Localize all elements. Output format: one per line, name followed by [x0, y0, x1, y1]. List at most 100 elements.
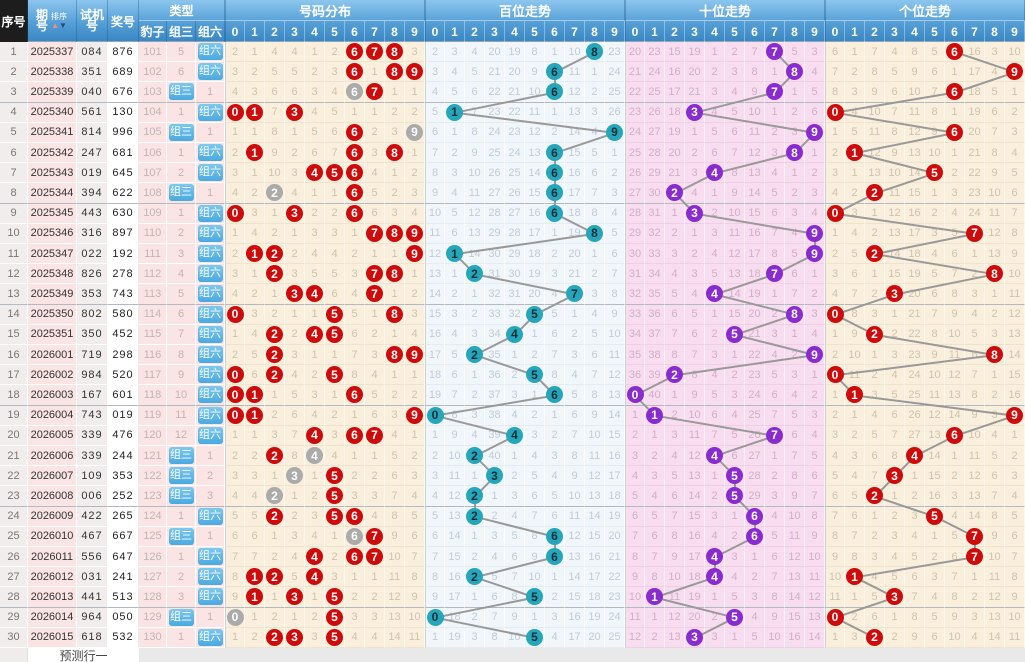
bai-cell: 13	[605, 385, 625, 406]
seq-cell: 6	[0, 143, 28, 164]
ge-cell: 7	[925, 304, 945, 325]
ge-cell: 2	[985, 304, 1005, 325]
period-cell: 2025341	[28, 122, 77, 143]
fen-cell: 8	[405, 567, 425, 588]
shi-cell: 1	[745, 547, 765, 568]
bai-cell: 6	[425, 526, 445, 547]
bai-cell: 8	[425, 163, 445, 184]
fen-cell: 1	[345, 223, 365, 244]
ge-cell: 4	[865, 567, 885, 588]
bai-cell: 1	[445, 264, 465, 285]
bai-cell: 2	[465, 567, 485, 588]
bai-cell: 19	[525, 264, 545, 285]
type-badge-zu6: 组六	[197, 568, 223, 586]
test-cell: 422	[77, 506, 108, 527]
shi-cell: 35	[645, 284, 665, 305]
col-header-prize: 奖号	[108, 0, 139, 42]
type-badge-zu6: 组六	[197, 426, 223, 444]
type-badge-zu6: 组六	[197, 628, 223, 646]
shi-cell: 11	[725, 223, 745, 244]
shi-cell: 15	[725, 304, 745, 325]
period-cell: 2026008	[28, 486, 77, 507]
sort-asc-icon[interactable]: ▲	[51, 21, 59, 30]
shi-cell: 6	[765, 203, 785, 224]
table-header: 序号 期号 排序 ▲▼ 试机号 奖号 类型 豹子 组三 组六 号码分布 百位走势…	[0, 0, 1025, 42]
bai-cell: 36	[485, 365, 505, 386]
ge-cell: 2	[865, 223, 885, 244]
zu3-cell: 组三	[167, 486, 196, 507]
shi-cell: 4	[705, 567, 725, 588]
ge-cell: 1	[825, 324, 845, 345]
fen-cell: 0	[225, 385, 245, 406]
ge-cell: 16	[1005, 385, 1025, 406]
bai-cell: 5	[445, 345, 465, 366]
ge-cell: 9	[945, 607, 965, 628]
fen-cell: 7	[365, 264, 385, 285]
ge-cell: 3	[965, 284, 985, 305]
bai-cell: 35	[485, 345, 505, 366]
fen-cell: 6	[405, 526, 425, 547]
bai-cell: 9	[465, 143, 485, 164]
fen-cell: 1	[245, 607, 265, 628]
sort-control[interactable]: 排序 ▲▼	[50, 12, 68, 30]
bai-cell: 1	[445, 244, 465, 265]
hit-circle: 4	[306, 164, 323, 182]
fen-cell: 1	[245, 42, 265, 63]
bai-cell: 4	[545, 284, 565, 305]
ge-cell: 22	[905, 324, 925, 345]
hit-circle: 7	[766, 43, 783, 61]
hit-circle: 5	[326, 305, 343, 323]
bai-cell: 2	[505, 365, 525, 386]
bai-cell: 24	[485, 122, 505, 143]
bai-cell: 1	[465, 365, 485, 386]
fen-cell: 3	[225, 163, 245, 184]
shi-cell: 5	[725, 607, 745, 628]
shi-cell: 1	[725, 345, 745, 366]
bai-cell: 2	[545, 122, 565, 143]
shi-cell: 2	[665, 223, 685, 244]
fen-cell: 2	[265, 264, 285, 285]
prize-cell: 667	[108, 526, 139, 547]
ge-cell: 8	[845, 304, 865, 325]
ge-cell: 13	[965, 486, 985, 507]
ge-cell: 18	[905, 244, 925, 265]
digit-col-header: 0	[225, 21, 245, 42]
sort-desc-icon[interactable]: ▼	[59, 21, 67, 30]
shi-cell: 3	[745, 587, 765, 608]
digit-col-header: 3	[285, 21, 305, 42]
bai-cell: 4	[465, 42, 485, 63]
ge-cell: 3	[845, 627, 865, 648]
shi-cell: 7	[765, 425, 785, 446]
ge-cell: 20	[905, 284, 925, 305]
ge-cell: 5	[845, 244, 865, 265]
ge-cell: 1	[865, 264, 885, 285]
ge-cell: 1	[825, 627, 845, 648]
shi-cell: 19	[665, 122, 685, 143]
fen-cell: 6	[345, 82, 365, 103]
fen-cell: 3	[245, 304, 265, 325]
zu6-cell: 1	[196, 526, 225, 547]
hit-circle: 4	[706, 568, 723, 586]
bai-cell: 13	[445, 506, 465, 527]
ge-cell: 10	[845, 345, 865, 366]
hit-circle: 6	[546, 63, 563, 81]
fen-cell: 7	[385, 486, 405, 507]
fen-cell: 2	[345, 587, 365, 608]
fen-cell: 1	[265, 526, 285, 547]
ge-cell: 2	[865, 324, 885, 345]
ge-cell: 9	[825, 547, 845, 568]
shi-cell: 3	[685, 102, 705, 123]
fen-cell: 1	[225, 223, 245, 244]
shi-cell: 23	[745, 365, 765, 386]
ge-cell: 6	[825, 42, 845, 63]
fen-cell: 5	[325, 627, 345, 648]
ge-cell: 1	[845, 587, 865, 608]
bai-cell: 5	[445, 203, 465, 224]
shi-cell: 1	[725, 506, 745, 527]
bai-cell: 5	[545, 304, 565, 325]
col-header-period[interactable]: 期号 排序 ▲▼	[28, 0, 77, 42]
baozi-cell: 122	[139, 466, 167, 487]
shi-cell: 6	[665, 304, 685, 325]
period-cell: 2025339	[28, 82, 77, 103]
period-cell: 2026010	[28, 526, 77, 547]
